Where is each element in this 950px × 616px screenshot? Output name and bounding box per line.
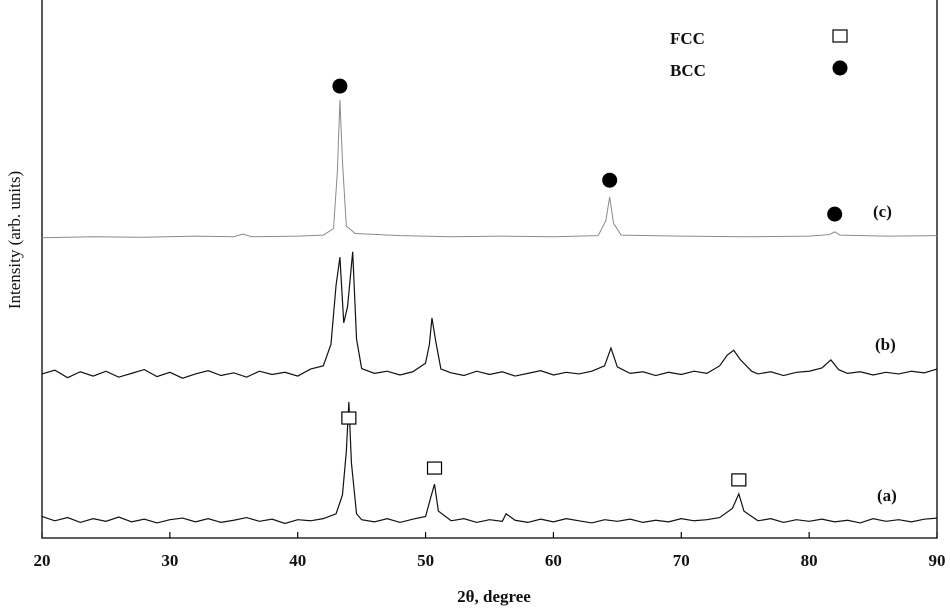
x-tick-label: 70 bbox=[673, 551, 690, 570]
axes-frame bbox=[41, 0, 938, 539]
fcc-marker bbox=[731, 473, 747, 487]
fcc-marker bbox=[832, 29, 848, 43]
bcc-marker bbox=[827, 206, 843, 222]
bcc-marker bbox=[332, 78, 348, 94]
x-tick-label: 20 bbox=[34, 551, 51, 570]
legend-label: FCC bbox=[670, 29, 705, 48]
x-tick-label: 60 bbox=[545, 551, 562, 570]
x-axis-label: 2θ, degree bbox=[457, 587, 531, 606]
x-tick-label: 90 bbox=[929, 551, 946, 570]
series-label: (b) bbox=[875, 335, 896, 354]
y-axis-label: Intensity (arb. units) bbox=[5, 171, 24, 309]
xrd-pattern bbox=[41, 401, 938, 525]
bcc-marker bbox=[832, 60, 848, 76]
xrd-pattern bbox=[41, 100, 938, 239]
xrd-pattern bbox=[41, 251, 938, 379]
bcc-marker bbox=[602, 172, 618, 188]
x-tick-label: 30 bbox=[161, 551, 178, 570]
fcc-marker bbox=[426, 461, 443, 475]
x-tick-label: 40 bbox=[289, 551, 306, 570]
series-label: (c) bbox=[873, 202, 892, 221]
x-tick-label: 50 bbox=[417, 551, 434, 570]
series-label: (a) bbox=[877, 486, 897, 505]
x-tick-label: 80 bbox=[801, 551, 818, 570]
fcc-marker bbox=[341, 411, 357, 425]
legend-label: BCC bbox=[670, 61, 706, 80]
